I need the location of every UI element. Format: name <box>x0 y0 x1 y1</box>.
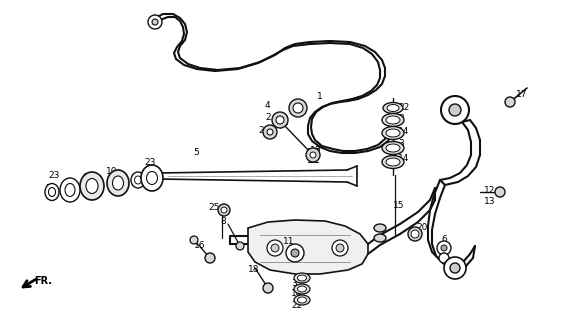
Ellipse shape <box>382 126 404 140</box>
Circle shape <box>276 116 284 124</box>
Text: FR.: FR. <box>34 276 52 286</box>
Ellipse shape <box>298 286 306 292</box>
Ellipse shape <box>382 156 404 169</box>
Text: 22: 22 <box>398 102 409 111</box>
Text: 3: 3 <box>291 278 297 287</box>
Circle shape <box>332 240 348 256</box>
Text: 25: 25 <box>208 203 219 212</box>
Circle shape <box>221 207 227 213</box>
Circle shape <box>310 152 316 158</box>
Circle shape <box>441 96 469 124</box>
Circle shape <box>190 236 198 244</box>
Ellipse shape <box>294 284 310 294</box>
Text: 22: 22 <box>291 300 302 309</box>
Circle shape <box>272 112 288 128</box>
Circle shape <box>263 283 273 293</box>
Ellipse shape <box>60 178 80 202</box>
Circle shape <box>336 244 344 252</box>
Ellipse shape <box>86 179 98 194</box>
Ellipse shape <box>374 224 386 232</box>
Circle shape <box>437 241 451 255</box>
Circle shape <box>505 97 515 107</box>
Text: 19: 19 <box>310 146 322 155</box>
Ellipse shape <box>294 295 310 305</box>
Circle shape <box>306 148 320 162</box>
Circle shape <box>444 257 466 279</box>
Text: 5: 5 <box>193 148 199 156</box>
Ellipse shape <box>382 141 404 155</box>
Circle shape <box>205 253 215 263</box>
Circle shape <box>218 204 230 216</box>
Ellipse shape <box>387 105 399 111</box>
Text: 14: 14 <box>398 154 410 163</box>
Ellipse shape <box>135 176 141 184</box>
Text: 4: 4 <box>265 100 271 109</box>
Ellipse shape <box>131 172 145 188</box>
Ellipse shape <box>65 183 75 196</box>
Text: 11: 11 <box>283 236 295 245</box>
Ellipse shape <box>107 170 129 196</box>
Ellipse shape <box>294 273 310 283</box>
Text: 17: 17 <box>516 90 527 99</box>
Text: 14: 14 <box>398 126 410 135</box>
Circle shape <box>263 125 277 139</box>
Ellipse shape <box>298 297 306 303</box>
Text: 6: 6 <box>441 236 447 244</box>
Circle shape <box>439 253 449 263</box>
Circle shape <box>293 103 303 113</box>
Circle shape <box>411 230 419 238</box>
Ellipse shape <box>382 114 404 126</box>
Ellipse shape <box>298 275 306 281</box>
Text: 2: 2 <box>265 113 271 122</box>
Text: 23: 23 <box>144 157 155 166</box>
Circle shape <box>289 99 307 117</box>
Circle shape <box>152 19 158 25</box>
Ellipse shape <box>146 172 158 185</box>
Circle shape <box>408 227 422 241</box>
Text: 1: 1 <box>317 92 323 100</box>
Ellipse shape <box>386 158 400 166</box>
Text: 14: 14 <box>291 290 302 299</box>
Ellipse shape <box>80 172 104 200</box>
Ellipse shape <box>386 116 400 124</box>
Ellipse shape <box>386 144 400 152</box>
Ellipse shape <box>45 183 59 201</box>
Circle shape <box>450 263 460 273</box>
Circle shape <box>271 244 279 252</box>
Circle shape <box>495 187 505 197</box>
Circle shape <box>267 129 273 135</box>
Ellipse shape <box>386 129 400 137</box>
Text: 9: 9 <box>65 178 71 187</box>
Circle shape <box>449 104 461 116</box>
Circle shape <box>286 244 304 262</box>
Text: 10: 10 <box>106 166 118 175</box>
Circle shape <box>236 242 244 250</box>
Text: 16: 16 <box>194 242 206 251</box>
Text: 20: 20 <box>416 223 427 233</box>
Text: 12: 12 <box>484 186 495 195</box>
Text: 9: 9 <box>82 172 88 181</box>
Text: 7: 7 <box>441 246 447 255</box>
Circle shape <box>291 249 299 257</box>
Text: 23: 23 <box>48 171 59 180</box>
Ellipse shape <box>113 176 124 190</box>
Ellipse shape <box>374 234 386 242</box>
Text: 21: 21 <box>45 183 56 193</box>
Text: 3: 3 <box>398 114 404 123</box>
Ellipse shape <box>49 188 56 196</box>
Circle shape <box>148 15 162 29</box>
Text: 24: 24 <box>258 125 269 134</box>
Ellipse shape <box>383 102 403 114</box>
Text: 15: 15 <box>393 202 404 211</box>
Text: 13: 13 <box>484 196 496 205</box>
Text: 18: 18 <box>248 266 260 275</box>
Text: 3: 3 <box>398 139 404 148</box>
Circle shape <box>441 245 447 251</box>
Polygon shape <box>248 220 368 274</box>
Circle shape <box>267 240 283 256</box>
Text: 8: 8 <box>220 217 226 226</box>
Ellipse shape <box>141 165 163 191</box>
